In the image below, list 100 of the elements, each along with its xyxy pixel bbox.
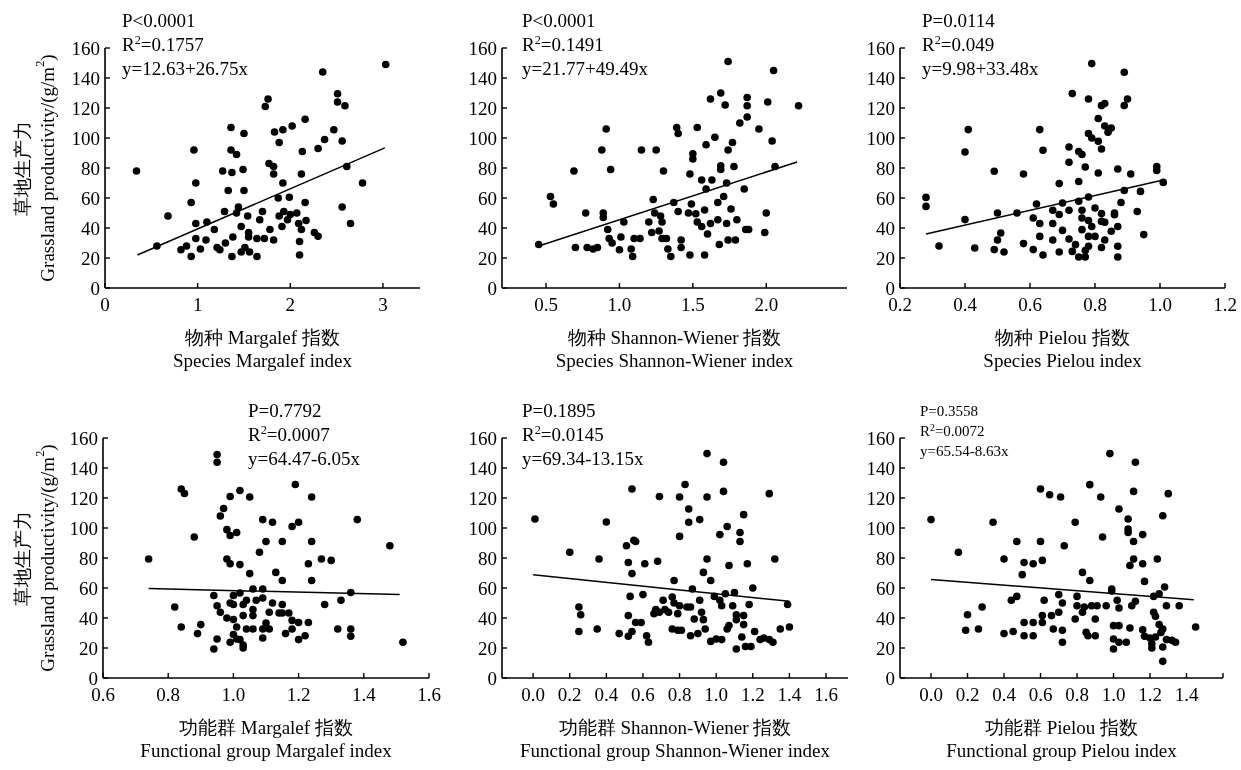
x-tick-label: 0.8: [156, 684, 181, 705]
y-tick-label: 140: [468, 457, 497, 479]
y-tick-label: 40: [478, 607, 497, 629]
y-tick-label: 120: [468, 97, 497, 119]
annotation: y=69.34-13.15x: [522, 448, 645, 469]
y-tick-label: 20: [79, 637, 98, 659]
annotation: R$^{2}$=0.0145: [522, 423, 604, 445]
annotation: R$^{2}$=0.1757: [122, 33, 204, 55]
x-tick-label: 1.0: [1148, 294, 1172, 315]
y-tick-label: 120: [71, 97, 100, 119]
text: P<0.0001: [122, 10, 196, 31]
x-tick-label: 2.0: [754, 294, 779, 315]
x-tick-label: 0.0: [521, 684, 545, 705]
y-tick-label: 100: [468, 517, 497, 539]
annotation: R$^{2}$=0.0072: [920, 421, 985, 439]
y-tick-label: 40: [478, 217, 497, 239]
y-tick-label: 160: [468, 37, 497, 59]
text: P=0.7792: [248, 400, 322, 421]
x-tick-label: 1.2: [286, 684, 311, 705]
y-tick-label: 120: [69, 487, 98, 509]
y-tick-label: 160: [866, 427, 895, 449]
x-axis-title: 物种 Margalef 指数 Species Margalef index: [172, 327, 353, 371]
x-tick-label: 1.2: [1213, 294, 1237, 315]
y-tick-label: 40: [79, 607, 98, 629]
x-axis-title: 功能群 Pielou 指数 Functional group Pielou index: [946, 717, 1178, 761]
x-tick-label: 0.4: [992, 684, 1017, 705]
x-tick-label: 1.0: [607, 294, 632, 315]
x-tick-label: 0.8: [1065, 684, 1089, 705]
y-tick-label: 0: [487, 277, 497, 299]
y-tick-label: 160: [468, 427, 497, 449]
x-tick-label: 0.6: [1018, 294, 1042, 315]
x-tick-label: 0.8: [1083, 294, 1107, 315]
y-tick-label: 40: [876, 607, 895, 629]
y-tick-label: 60: [81, 187, 100, 209]
x-tick-label: 0.2: [557, 684, 582, 705]
x-tick-label: 0.6: [1028, 684, 1053, 705]
x-axis-title: 功能群 Shannon-Wiener 指数 Functional group Shannon-Wiener index: [519, 717, 831, 761]
x-tick-label: 0.0: [919, 684, 943, 705]
text: P=0.0114: [922, 10, 996, 31]
x-tick-label: 1: [192, 294, 203, 315]
x-tick-label: 1.0: [221, 684, 246, 705]
x-tick-label: 0.8: [667, 684, 692, 705]
annotation: y=21.77+49.49x: [522, 58, 649, 79]
annotation: y=12.63+26.75x: [122, 58, 249, 79]
annotation: y=64.47-6.05x: [248, 448, 361, 469]
y-tick-label: 100: [866, 127, 895, 149]
x-tick-label: 1.4: [351, 684, 377, 705]
y-tick-label: 0: [885, 667, 895, 689]
y-tick-label: 60: [79, 577, 98, 599]
x-tick-label: 0.2: [955, 684, 980, 705]
y-tick-label: 40: [876, 217, 895, 239]
y-tick-label: 20: [876, 247, 895, 269]
y-tick-label: 0: [487, 667, 497, 689]
y-tick-label: 80: [79, 547, 98, 569]
y-tick-label: 60: [478, 577, 497, 599]
annotation: R$^{2}$=0.049: [922, 33, 995, 55]
x-tick-label: 1.4: [1174, 684, 1199, 705]
x-tick-label: 0.5: [534, 294, 558, 315]
y-tick-label: 20: [876, 637, 895, 659]
y-tick-label: 20: [81, 247, 100, 269]
y-tick-label: 60: [876, 187, 895, 209]
y-tick-label: 140: [71, 67, 100, 89]
y-tick-label: 120: [468, 487, 497, 509]
text: P=0.3558: [920, 403, 979, 419]
y-tick-label: 100: [866, 517, 895, 539]
annotation: R$^{2}$=0.1491: [522, 33, 604, 55]
y-tick-label: 120: [866, 97, 895, 119]
y-tick-label: 100: [71, 127, 100, 149]
y-tick-label: 160: [71, 37, 100, 59]
y-tick-label: 20: [478, 637, 497, 659]
annotation: y=65.54-8.63x: [920, 443, 1009, 459]
x-tick-label: 0.4: [594, 684, 619, 705]
annotation: y=9.98+33.48x: [922, 58, 1039, 79]
annotation: R$^{2}$=0.0007: [248, 423, 330, 445]
text: P<0.0001: [522, 10, 596, 31]
y-tick-label: 160: [866, 37, 895, 59]
x-tick-label: 1.4: [777, 684, 802, 705]
y-tick-label: 0: [90, 277, 100, 299]
y-tick-label: 100: [69, 517, 98, 539]
x-tick-label: 1.2: [1138, 684, 1162, 705]
y-tick-label: 120: [866, 487, 895, 509]
x-tick-label: 1.6: [417, 684, 441, 705]
y-tick-label: 100: [468, 127, 497, 149]
x-tick-label: 0.6: [631, 684, 655, 705]
x-tick-label: 1.0: [1101, 684, 1126, 705]
x-tick-label: 0.4: [953, 294, 978, 315]
x-tick-label: 1.6: [814, 684, 838, 705]
y-tick-label: 20: [478, 247, 497, 269]
y-tick-label: 80: [478, 157, 497, 179]
y-tick-label: 40: [81, 217, 100, 239]
x-axis-title: 物种 Pielou 指数 Species Pielou index: [983, 327, 1143, 371]
x-tick-label: 1.5: [680, 294, 705, 315]
y-tick-label: 80: [876, 547, 895, 569]
x-axis-title: 物种 Shannon-Wiener 指数 Species Shannon-Wiener index: [555, 327, 794, 371]
y-tick-label: 60: [876, 577, 895, 599]
text: P=0.1895: [522, 400, 596, 421]
y-tick-label: 140: [866, 67, 895, 89]
x-tick-label: 3: [378, 294, 388, 315]
y-tick-label: 140: [866, 457, 895, 479]
y-tick-label: 160: [69, 427, 98, 449]
